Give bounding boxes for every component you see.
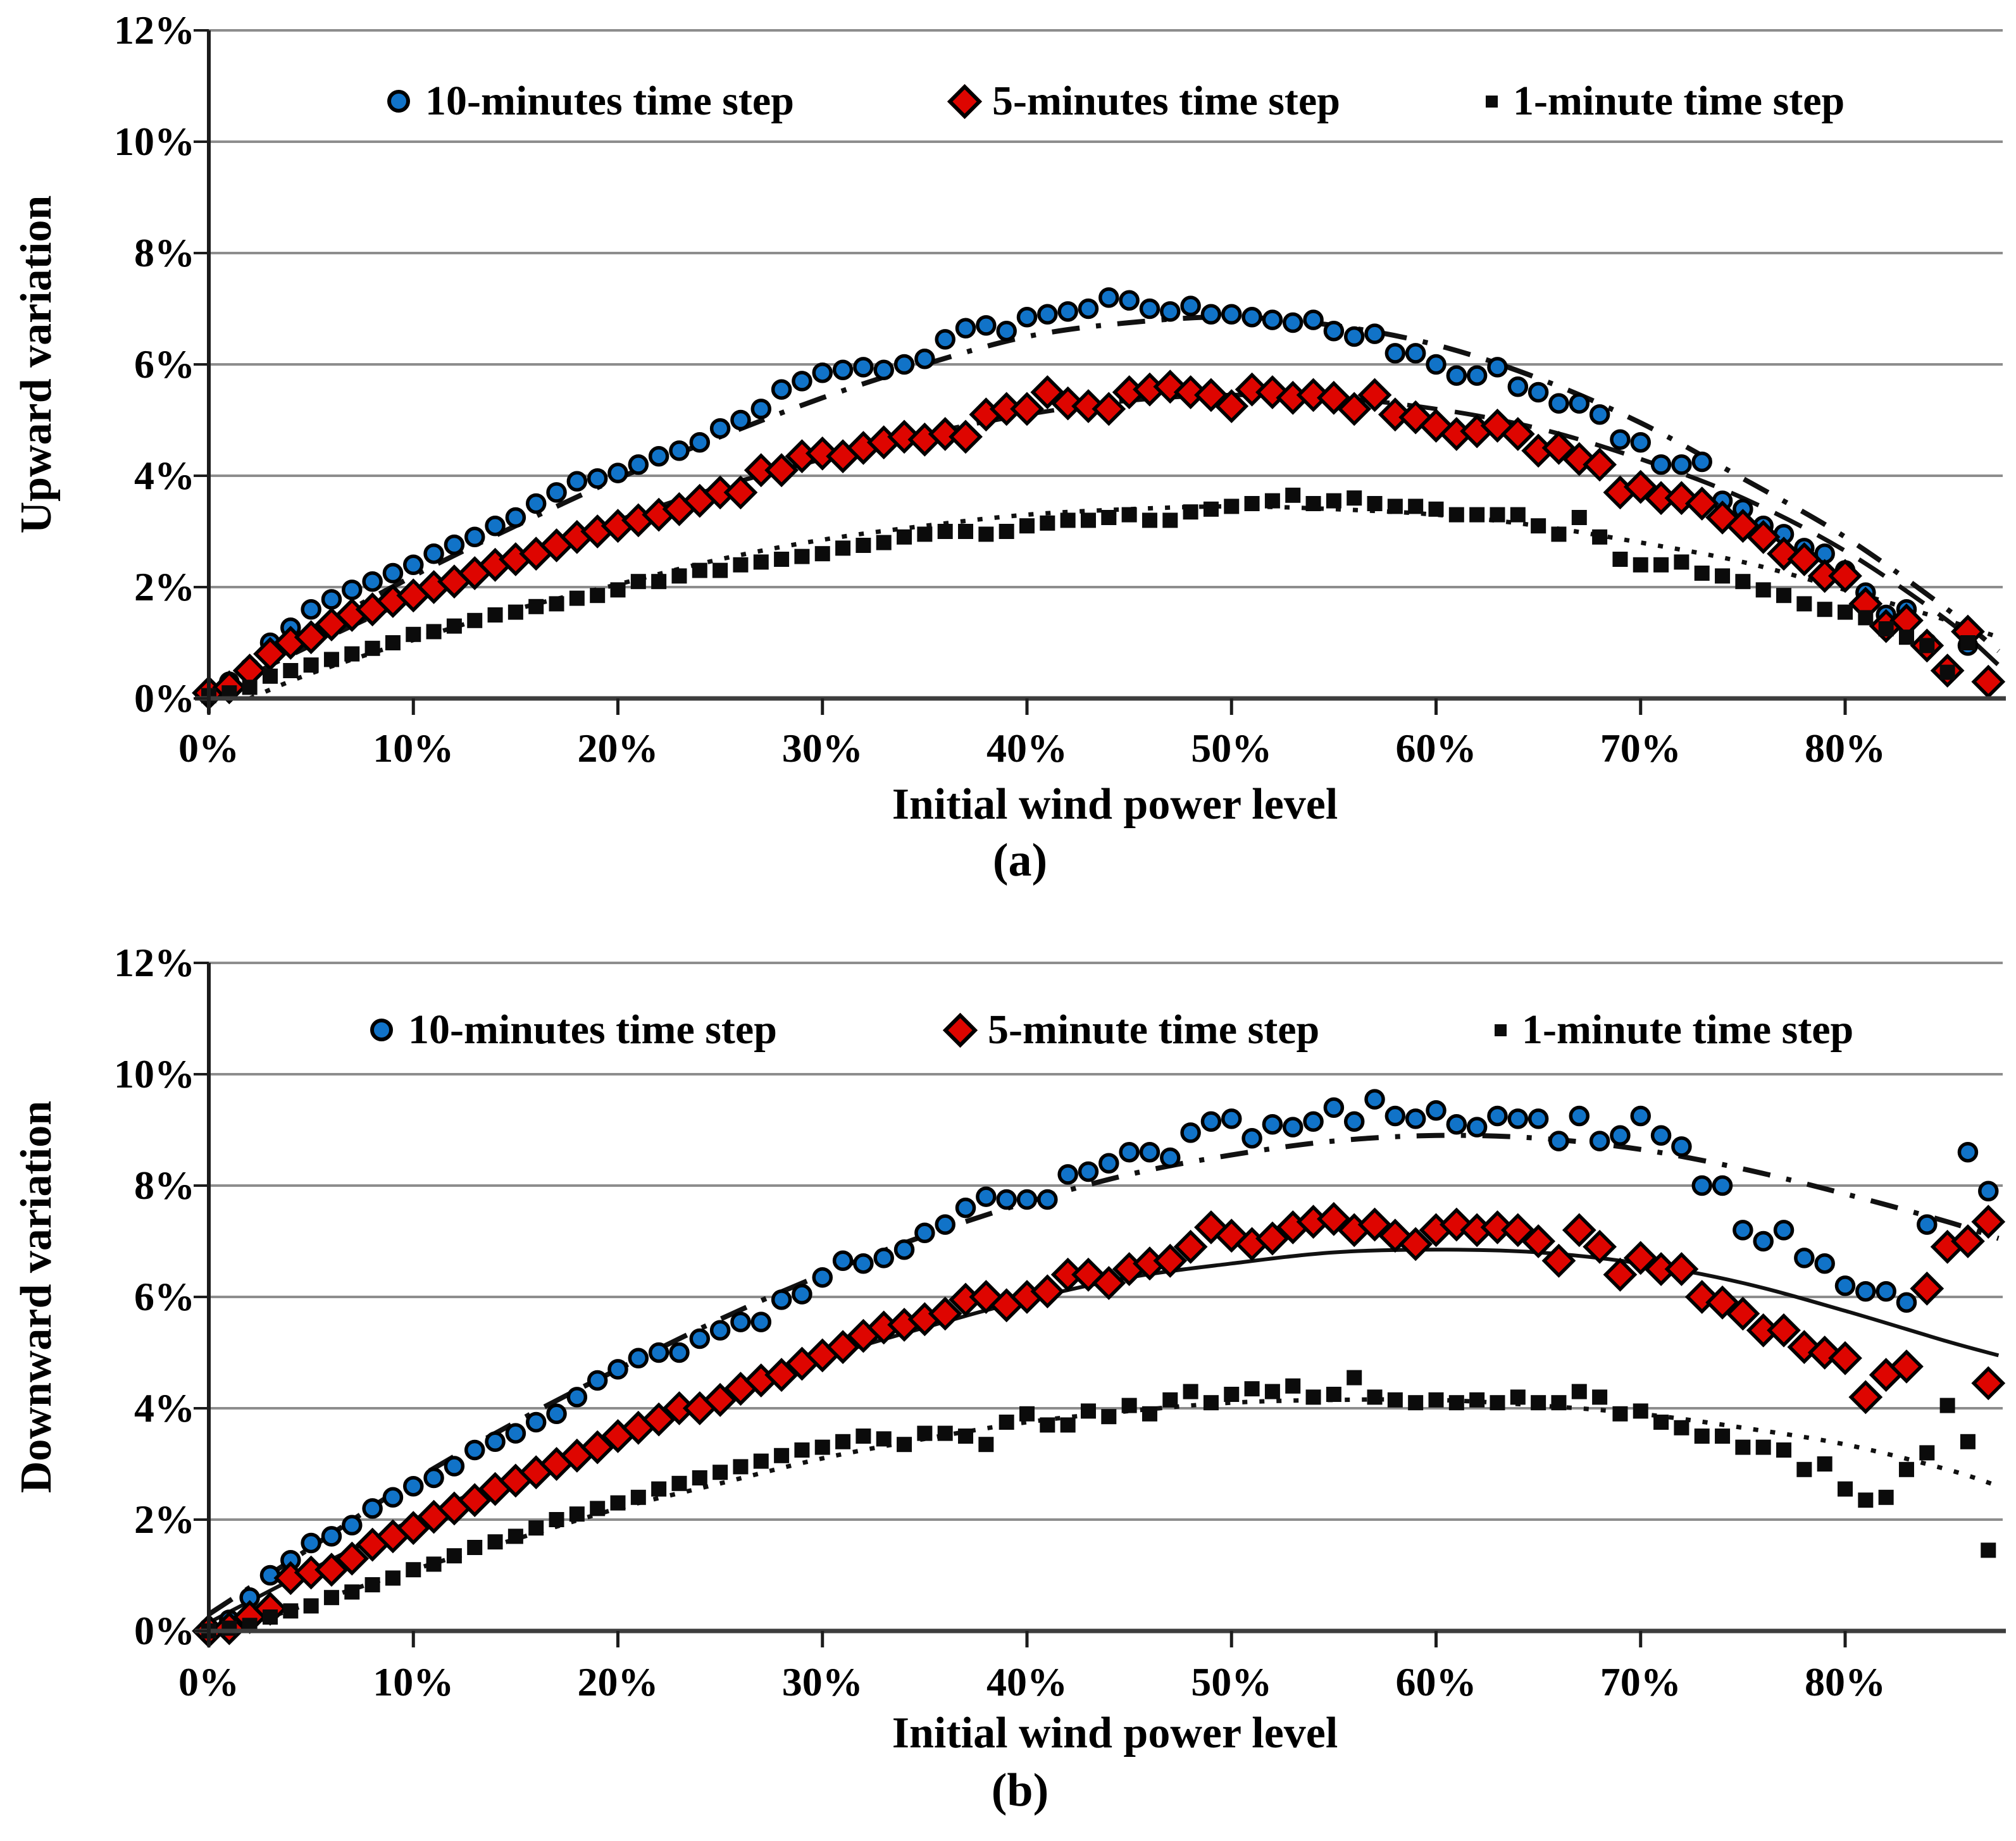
y-tick-label: 6% (134, 342, 195, 387)
panel-caption-a: (a) (992, 834, 1048, 886)
x-tick-label: 50% (1191, 1659, 1272, 1704)
y-tick-label: 12% (114, 940, 195, 985)
x-tick-label: 10% (373, 1659, 454, 1704)
diamond-marker-icon (947, 84, 983, 119)
x-tick-label: 80% (1805, 1659, 1886, 1704)
x-tick-label: 20% (577, 1659, 659, 1704)
x-tick-label: 0% (178, 726, 239, 771)
y-tick-label: 6% (134, 1274, 195, 1319)
x-tick-label: 80% (1805, 726, 1886, 771)
legend-label: 10-minutes time step (408, 1007, 777, 1053)
panel-a (192, 29, 2006, 715)
x-tick-label: 60% (1395, 726, 1477, 771)
y-tick-label: 8% (134, 1163, 195, 1208)
x-axis-title-b: Initial wind power level (892, 1709, 1338, 1757)
circle-marker-icon (387, 90, 410, 113)
legend-item-5min-b: 5-minute time step (942, 1006, 1320, 1054)
legend-label: 1-minute time step (1522, 1007, 1854, 1053)
series-diamond-a (192, 369, 2006, 710)
series-diamond-b (192, 1201, 2006, 1648)
legend-item-10min-b: 10-minutes time step (370, 1006, 777, 1054)
x-tick-label: 40% (986, 1659, 1067, 1704)
x-tick-label: 70% (1600, 1659, 1681, 1704)
legend-label: 10-minutes time step (425, 78, 794, 124)
y-tick-label: 4% (134, 453, 195, 498)
x-tick-label: 40% (986, 726, 1067, 771)
x-tick-label: 60% (1395, 1659, 1477, 1704)
y-axis-title-downward: Downward variation (12, 1100, 61, 1494)
y-tick-label: 2% (134, 564, 195, 609)
y-tick-label: 8% (134, 230, 195, 275)
y-tick-label: 10% (114, 1051, 195, 1096)
y-tick-label: 10% (114, 119, 195, 164)
panel-caption-b: (b) (991, 1764, 1049, 1816)
series-square-b (201, 1370, 1996, 1639)
legend-label: 1-minute time step (1513, 78, 1845, 124)
x-tick-label: 10% (373, 726, 454, 771)
x-tick-label: 70% (1600, 726, 1681, 771)
y-tick-label: 0% (134, 1608, 195, 1653)
panel-b (192, 962, 2006, 1648)
square-marker-icon (1486, 95, 1498, 108)
y-tick-label: 12% (114, 8, 195, 53)
x-axis-title-a: Initial wind power level (892, 780, 1338, 829)
y-axis-title-upward: Upward variation (12, 195, 61, 534)
legend-item-1min-a: 1-minute time step (1486, 77, 1845, 125)
x-tick-label: 50% (1191, 726, 1272, 771)
circle-marker-icon (370, 1019, 393, 1041)
y-tick-label: 2% (134, 1497, 195, 1542)
y-tick-label: 0% (134, 676, 195, 721)
legend-label: 5-minutes time step (992, 78, 1340, 124)
legend-label: 5-minute time step (988, 1007, 1320, 1053)
legend-item-1min-b: 1-minute time step (1495, 1006, 1853, 1054)
legend-item-5min-a: 5-minutes time step (947, 77, 1340, 125)
legend-item-10min-a: 10-minutes time step (387, 77, 794, 125)
square-marker-icon (1495, 1024, 1507, 1036)
x-tick-label: 0% (178, 1659, 239, 1704)
trend-line-dashdot (207, 1132, 2000, 1616)
x-tick-label: 30% (781, 1659, 863, 1704)
x-tick-label: 20% (577, 726, 659, 771)
y-tick-label: 4% (134, 1385, 195, 1430)
x-tick-label: 30% (781, 726, 863, 771)
diamond-marker-icon (942, 1012, 978, 1048)
series-circle-b (198, 1089, 1999, 1639)
